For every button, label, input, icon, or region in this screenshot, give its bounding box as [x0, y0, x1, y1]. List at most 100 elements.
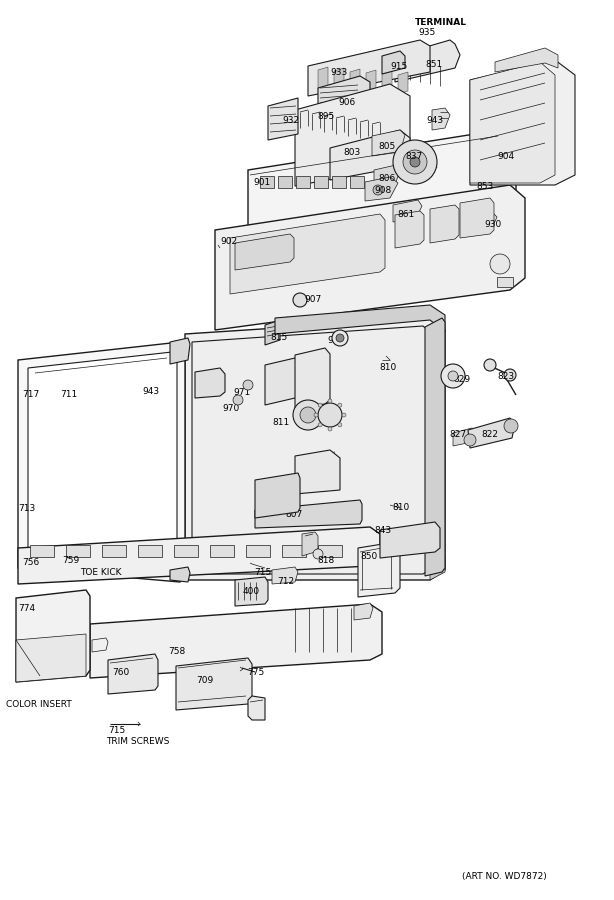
Polygon shape: [295, 84, 410, 186]
Text: 822: 822: [481, 430, 498, 439]
Polygon shape: [468, 418, 515, 448]
Text: 759: 759: [62, 556, 79, 565]
Text: 713: 713: [18, 504, 35, 513]
Circle shape: [448, 371, 458, 381]
Bar: [332, 176, 346, 188]
Circle shape: [490, 254, 510, 274]
Circle shape: [318, 403, 342, 427]
Polygon shape: [470, 62, 555, 183]
Text: 760: 760: [112, 668, 130, 677]
Text: 715: 715: [254, 568, 271, 577]
Polygon shape: [470, 60, 575, 185]
Polygon shape: [430, 558, 445, 580]
Bar: [296, 176, 310, 188]
Circle shape: [504, 369, 516, 381]
Polygon shape: [18, 342, 185, 582]
Text: 810: 810: [392, 503, 410, 512]
Text: 815: 815: [270, 333, 287, 342]
Polygon shape: [295, 450, 340, 494]
Polygon shape: [185, 318, 445, 580]
Polygon shape: [358, 542, 400, 597]
Text: 933: 933: [330, 68, 348, 77]
Polygon shape: [395, 40, 460, 82]
Polygon shape: [16, 590, 90, 682]
Text: 904: 904: [497, 152, 514, 161]
Circle shape: [243, 380, 253, 390]
Text: 711: 711: [60, 390, 77, 399]
Polygon shape: [235, 234, 294, 270]
Polygon shape: [268, 98, 298, 140]
Polygon shape: [473, 212, 497, 232]
Text: 840: 840: [314, 474, 331, 483]
Text: 850: 850: [360, 552, 377, 561]
Circle shape: [332, 330, 348, 346]
Text: 481: 481: [320, 418, 337, 427]
Text: 970: 970: [222, 404, 239, 413]
Text: 908: 908: [374, 186, 391, 195]
Polygon shape: [374, 165, 400, 186]
Circle shape: [293, 400, 323, 430]
Circle shape: [314, 413, 318, 417]
Polygon shape: [334, 68, 344, 90]
Text: TOE KICK: TOE KICK: [80, 568, 122, 577]
Text: 910: 910: [327, 336, 344, 345]
Bar: [278, 176, 292, 188]
Text: 805: 805: [378, 142, 395, 151]
Polygon shape: [265, 358, 300, 405]
Text: 756: 756: [22, 558, 39, 567]
Circle shape: [342, 413, 346, 417]
Polygon shape: [382, 51, 405, 74]
Bar: [260, 176, 274, 188]
Text: 851: 851: [425, 60, 442, 69]
Polygon shape: [398, 72, 408, 94]
Polygon shape: [302, 532, 318, 556]
Text: 828: 828: [258, 488, 275, 497]
Text: 802: 802: [285, 383, 302, 392]
Polygon shape: [192, 326, 435, 574]
Text: 803: 803: [343, 148, 360, 157]
Text: 930: 930: [484, 220, 501, 229]
Text: 717: 717: [22, 390, 39, 399]
Text: 823: 823: [497, 372, 514, 381]
Circle shape: [328, 427, 332, 431]
Text: 902: 902: [220, 237, 237, 246]
Text: 943: 943: [142, 387, 159, 396]
Bar: [30, 545, 54, 557]
Bar: [138, 545, 162, 557]
Text: 818: 818: [317, 556, 334, 565]
Text: 906: 906: [338, 98, 356, 107]
Text: 907: 907: [304, 295, 321, 304]
Circle shape: [300, 407, 316, 423]
Text: TERMINAL: TERMINAL: [415, 18, 467, 27]
Text: 775: 775: [247, 668, 264, 677]
Polygon shape: [380, 522, 440, 558]
Bar: [497, 277, 513, 287]
Text: 829: 829: [453, 375, 470, 384]
Circle shape: [233, 395, 243, 405]
Circle shape: [293, 293, 307, 307]
Polygon shape: [495, 48, 558, 72]
Circle shape: [410, 157, 420, 167]
Text: 861: 861: [397, 210, 414, 219]
Polygon shape: [255, 473, 300, 518]
Text: 758: 758: [168, 647, 185, 656]
Bar: [350, 176, 364, 188]
Bar: [318, 545, 342, 557]
Bar: [174, 545, 198, 557]
Polygon shape: [248, 130, 516, 258]
Text: 935: 935: [418, 28, 435, 37]
Text: 843: 843: [374, 526, 391, 535]
Polygon shape: [255, 500, 362, 528]
Polygon shape: [318, 67, 328, 89]
Text: 853: 853: [476, 182, 493, 191]
Polygon shape: [430, 205, 459, 243]
Polygon shape: [18, 527, 380, 584]
Polygon shape: [354, 603, 373, 620]
Polygon shape: [453, 428, 475, 446]
Circle shape: [464, 434, 476, 446]
Text: COLOR INSERT: COLOR INSERT: [6, 700, 72, 709]
Polygon shape: [170, 567, 190, 582]
Text: 915: 915: [390, 62, 407, 71]
Polygon shape: [176, 658, 252, 710]
Polygon shape: [248, 696, 265, 720]
